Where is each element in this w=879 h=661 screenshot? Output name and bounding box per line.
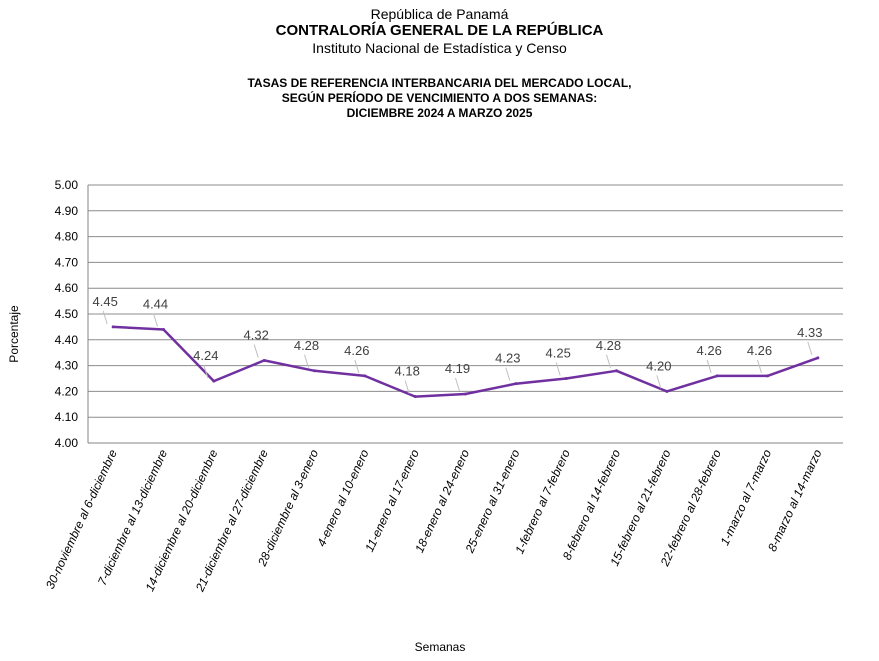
data-point bbox=[313, 369, 316, 373]
data-label-leader bbox=[706, 359, 712, 374]
data-label-leader bbox=[203, 364, 209, 379]
data-point bbox=[212, 379, 216, 383]
data-label-leader bbox=[102, 310, 108, 325]
data-label-leader bbox=[253, 344, 259, 358]
data-point bbox=[111, 325, 115, 329]
header-institution: CONTRALORÍA GENERAL DE LA REPÚBLICA bbox=[275, 22, 604, 39]
data-label-leader bbox=[304, 354, 309, 368]
y-tick-label: 4.50 bbox=[55, 307, 79, 321]
data-point bbox=[615, 369, 618, 373]
data-label: 4.26 bbox=[697, 343, 722, 358]
data-point bbox=[464, 392, 467, 396]
data-label-leader bbox=[354, 359, 360, 374]
data-label-leader bbox=[455, 377, 460, 392]
data-point bbox=[262, 358, 266, 362]
data-point bbox=[715, 374, 719, 378]
data-point bbox=[413, 395, 417, 399]
data-label: 4.32 bbox=[244, 327, 269, 342]
data-label-leader bbox=[606, 354, 611, 368]
y-tick-label: 4.80 bbox=[55, 230, 79, 244]
data-label: 4.26 bbox=[747, 343, 772, 358]
data-label: 4.20 bbox=[646, 358, 671, 373]
chart-title-line-3: DICIEMBRE 2024 A MARZO 2025 bbox=[346, 106, 533, 120]
data-label-leader bbox=[404, 380, 410, 394]
data-label-leader bbox=[505, 367, 511, 381]
data-label: 4.28 bbox=[294, 338, 319, 353]
y-tick-label: 4.10 bbox=[55, 410, 79, 424]
data-label: 4.24 bbox=[193, 348, 218, 363]
x-tick-label: 18-enero al 24-enero bbox=[412, 447, 472, 555]
y-tick-label: 4.30 bbox=[55, 359, 79, 373]
data-point bbox=[564, 377, 568, 380]
data-label: 4.33 bbox=[797, 325, 822, 340]
data-label: 4.18 bbox=[395, 364, 420, 379]
data-label-leader bbox=[555, 362, 561, 376]
x-tick-label: 8-febrero al 14-febrero bbox=[560, 447, 624, 562]
data-label: 4.19 bbox=[445, 361, 470, 376]
data-point bbox=[363, 374, 367, 378]
data-label: 4.26 bbox=[344, 343, 369, 358]
data-point bbox=[514, 382, 518, 386]
data-label-leader bbox=[153, 313, 158, 327]
x-tick-label: 4-enero al 10-enero bbox=[314, 447, 371, 549]
data-point bbox=[816, 356, 820, 360]
x-tick-label: 1-marzo al 7-marzo bbox=[718, 447, 775, 547]
y-tick-label: 4.00 bbox=[55, 436, 79, 450]
data-point bbox=[766, 374, 769, 378]
y-tick-label: 4.90 bbox=[55, 204, 79, 218]
y-tick-label: 4.60 bbox=[55, 281, 79, 295]
y-axis-label: Porcentaje bbox=[7, 305, 21, 363]
x-tick-label: 1-febrero al 7-febrero bbox=[512, 447, 573, 556]
data-label: 4.44 bbox=[143, 296, 168, 311]
y-tick-label: 4.70 bbox=[55, 255, 79, 269]
header-institute: Instituto Nacional de Estadística y Cens… bbox=[312, 40, 567, 56]
x-axis-label: Semanas bbox=[415, 640, 466, 654]
data-label-leader bbox=[807, 341, 813, 356]
data-label: 4.45 bbox=[93, 294, 118, 309]
data-point bbox=[665, 389, 669, 393]
data-label: 4.23 bbox=[495, 351, 520, 366]
x-tick-label: 11-enero al 17-enero bbox=[362, 447, 422, 554]
y-tick-label: 4.40 bbox=[55, 333, 79, 347]
data-point bbox=[162, 327, 165, 331]
chart-title-line-2: SEGÚN PERÍODO DE VENCIMIENTO A DOS SEMAN… bbox=[281, 91, 598, 105]
x-tick-label: 25-enero al 31-enero bbox=[462, 447, 523, 556]
x-tick-label: 8-marzo al 14-marzo bbox=[765, 447, 825, 554]
header-country: República de Panamá bbox=[370, 6, 509, 22]
chart-title-line-1: TASAS DE REFERENCIA INTERBANCARIA DEL ME… bbox=[247, 76, 632, 90]
data-label: 4.25 bbox=[546, 346, 571, 361]
data-label-leader bbox=[656, 375, 662, 389]
data-label: 4.28 bbox=[596, 338, 621, 353]
y-tick-label: 5.00 bbox=[55, 178, 79, 192]
y-tick-label: 4.20 bbox=[55, 384, 79, 398]
data-label-leader bbox=[757, 359, 762, 374]
